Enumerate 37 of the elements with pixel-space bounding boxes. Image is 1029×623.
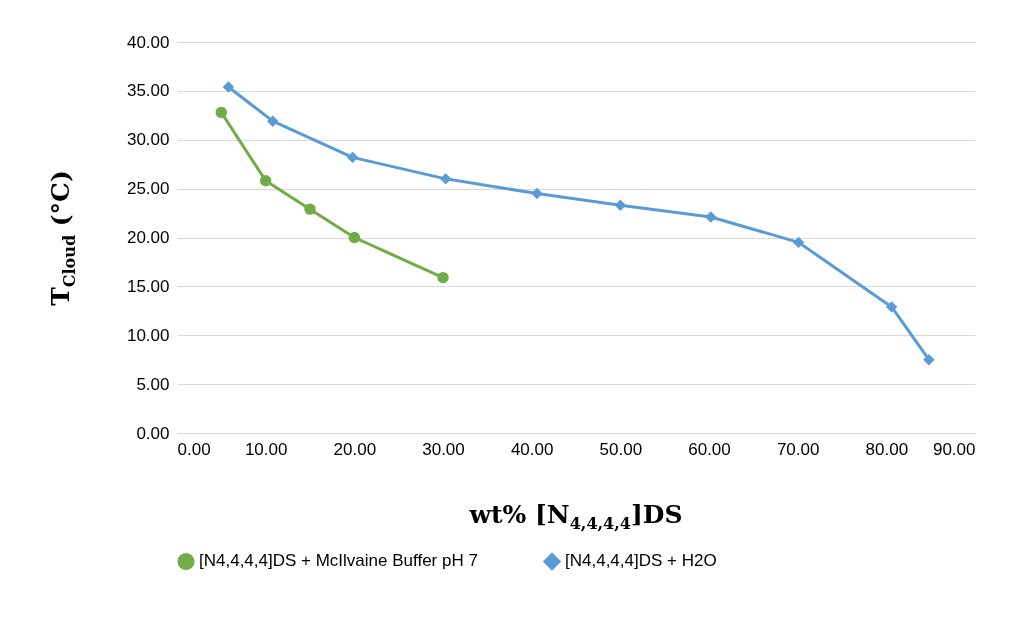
x-tick-label: 80.00 xyxy=(865,439,909,459)
point xyxy=(437,271,449,284)
x-tick-label: 70.00 xyxy=(776,439,820,459)
point xyxy=(267,115,279,127)
point xyxy=(614,199,627,211)
point xyxy=(531,187,543,200)
point xyxy=(346,151,359,164)
point xyxy=(792,236,805,249)
point xyxy=(439,173,452,185)
x-tick-label: 50.00 xyxy=(599,439,643,459)
x-tick-label: 90.00 xyxy=(932,439,976,459)
x-tick-label: 10.00 xyxy=(244,439,288,459)
point xyxy=(705,211,717,223)
point xyxy=(304,203,316,215)
x-tick-label: 20.00 xyxy=(333,439,377,459)
point xyxy=(259,175,272,187)
point xyxy=(885,301,898,313)
y-tick-label: 25.00 xyxy=(126,179,170,199)
y-tick-label: 20.00 xyxy=(126,228,170,247)
y-tick-label: 5.00 xyxy=(136,374,170,394)
y-tick-label: 0.00 xyxy=(136,423,170,443)
legend-label: [N4,4,4,4]DS + McIlvaine Buffer pH 7 xyxy=(199,551,478,571)
y-tick-label: 10.00 xyxy=(126,325,170,345)
x-tick-label: 0.00 xyxy=(177,439,211,459)
point xyxy=(222,81,235,93)
point xyxy=(348,231,361,244)
x-tick-label: 60.00 xyxy=(688,439,731,459)
x-tick-label: 30.00 xyxy=(422,439,465,459)
point xyxy=(215,106,228,119)
x-tick-label: 40.00 xyxy=(510,439,554,459)
y-tick-label: 40.00 xyxy=(126,32,170,52)
x-axis-title: wt% [N$_{4,4,4,4}$]DS xyxy=(469,500,683,533)
y-tick-label: 30.00 xyxy=(126,130,170,150)
y-tick-label: 15.00 xyxy=(126,276,170,296)
point xyxy=(923,353,935,366)
y-tick-label: 35.00 xyxy=(126,81,170,101)
legend-label: [N4,4,4,4]DS + H2O xyxy=(565,551,717,571)
